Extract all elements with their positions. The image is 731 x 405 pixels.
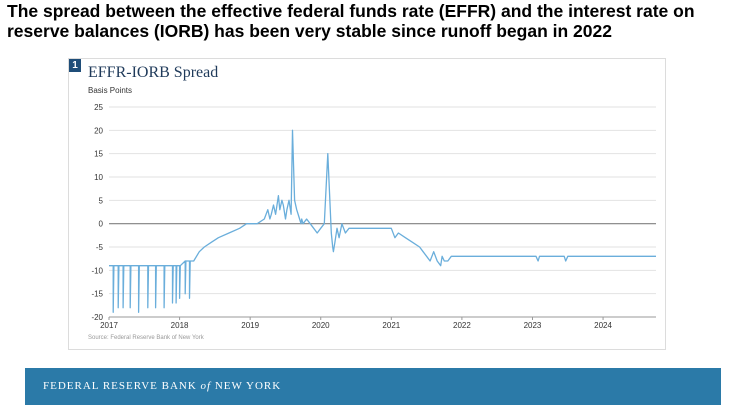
y-tick-label: 20 bbox=[94, 126, 103, 135]
y-tick-label: 0 bbox=[99, 220, 104, 229]
y-tick-label: -20 bbox=[91, 313, 103, 322]
x-tick-label: 2017 bbox=[100, 321, 118, 330]
org-name: FEDERAL RESERVE BANK bbox=[43, 380, 197, 392]
chart-number-badge: 1 bbox=[69, 59, 81, 72]
y-tick-label: 10 bbox=[94, 173, 103, 182]
org-city: NEW YORK bbox=[214, 380, 282, 392]
y-tick-label: 15 bbox=[94, 150, 103, 159]
x-tick-label: 2020 bbox=[312, 321, 330, 330]
x-tick-label: 2019 bbox=[241, 321, 259, 330]
y-tick-label: -5 bbox=[96, 243, 104, 252]
series-line-effr-iorb bbox=[109, 129, 656, 313]
x-tick-label: 2024 bbox=[594, 321, 612, 330]
footer-banner: FEDERAL RESERVE BANK of NEW YORK bbox=[25, 368, 721, 405]
y-axis-label: Basis Points bbox=[88, 86, 133, 95]
x-tick-label: 2021 bbox=[382, 321, 400, 330]
x-tick-label: 2023 bbox=[524, 321, 542, 330]
headline: The spread between the effective federal… bbox=[7, 1, 695, 41]
org-of: of bbox=[200, 380, 212, 392]
y-tick-label: -10 bbox=[91, 266, 103, 275]
x-tick-label: 2022 bbox=[453, 321, 471, 330]
chart-source: Source: Federal Reserve Bank of New York bbox=[88, 335, 204, 341]
chart-card: 1 EFFR-IORB Spread Basis Points 25 20 15 10… bbox=[68, 58, 666, 350]
y-tick-label: 5 bbox=[99, 196, 104, 205]
y-tick-label: 25 bbox=[94, 103, 103, 112]
footer-org-name: FEDERAL RESERVE BANK of NEW YORK bbox=[43, 380, 281, 392]
y-tick-label: -15 bbox=[91, 290, 103, 299]
x-tick-label: 2018 bbox=[171, 321, 189, 330]
chart-title: EFFR-IORB Spread bbox=[88, 64, 219, 81]
